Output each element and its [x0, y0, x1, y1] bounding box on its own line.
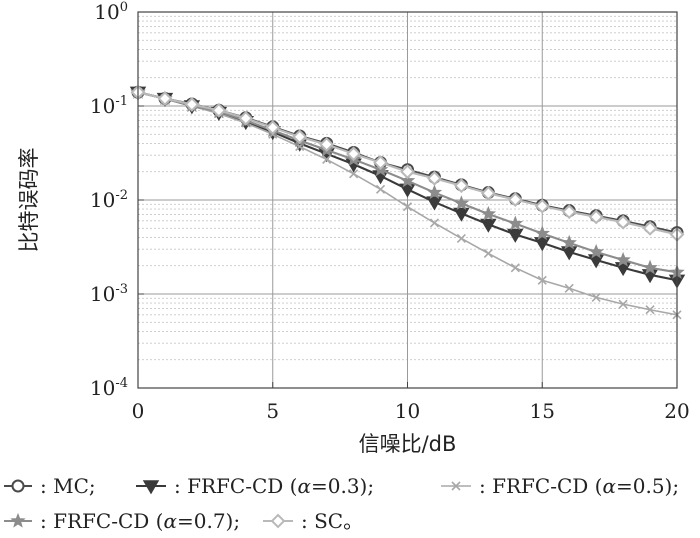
series-marker	[560, 246, 578, 261]
series-marker	[480, 205, 497, 221]
series-marker	[292, 129, 308, 145]
series-marker	[615, 214, 631, 230]
legend-item: : FRFC-CD (α=0.7);	[4, 509, 240, 533]
series-marker	[402, 202, 413, 212]
series-marker	[349, 169, 359, 179]
series-marker	[453, 195, 470, 210]
series-marker	[588, 243, 604, 259]
series-marker	[453, 207, 470, 222]
series-marker	[346, 146, 362, 162]
series-marker	[507, 215, 524, 231]
series-marker	[427, 170, 442, 186]
series-marker	[426, 196, 443, 211]
x-tick-label: 5	[266, 399, 279, 423]
series-marker	[265, 120, 281, 135]
series-marker	[645, 305, 655, 315]
series-marker	[322, 154, 332, 165]
series-marker	[588, 209, 604, 225]
y-tick-label: 10-2	[90, 188, 128, 212]
series-marker	[451, 481, 461, 491]
x-tick-label: 0	[132, 399, 145, 423]
series-marker	[480, 185, 496, 201]
y-tick-label: 10-1	[90, 94, 128, 118]
series-marker	[591, 292, 601, 302]
series-marker	[184, 96, 200, 112]
series-marker	[399, 183, 416, 198]
series-marker	[426, 184, 443, 200]
y-axis-label: 比特误码率	[17, 148, 41, 253]
y-tick-label: 10-3	[90, 282, 128, 306]
series-marker	[11, 479, 25, 493]
legend: : MC; : FRFC-CD (α=0.3); : FRFC-CD (α=0.5)…	[4, 474, 679, 533]
x-axis-label: 信噪比/dB	[359, 432, 457, 456]
series-marker	[375, 184, 386, 194]
series-marker	[564, 283, 574, 293]
x-tick-label: 20	[664, 399, 689, 423]
legend-item: : SC。	[263, 509, 363, 533]
legend-label: : FRFC-CD (α=0.7);	[40, 509, 240, 533]
y-tick-label: 10-4	[90, 376, 128, 400]
series-marker	[400, 164, 415, 180]
legend-label: : SC。	[301, 509, 363, 533]
series-marker	[507, 192, 523, 208]
series-marker	[561, 204, 577, 220]
series-marker	[211, 102, 227, 118]
x-tick-label: 10	[395, 399, 420, 423]
series-marker	[534, 198, 550, 214]
series-marker	[642, 220, 658, 236]
legend-label: : MC;	[40, 474, 96, 498]
series-marker	[615, 251, 631, 267]
series-marker	[399, 172, 416, 188]
series-marker	[157, 91, 173, 106]
series-marker	[453, 178, 469, 194]
legend-item: : FRFC-CD (α=0.3);	[136, 474, 374, 498]
series-marker	[270, 513, 286, 529]
legend-label: : FRFC-CD (α=0.5);	[479, 474, 679, 498]
series-marker	[561, 234, 577, 250]
y-tick-label: 100	[94, 0, 128, 24]
series-marker	[429, 218, 440, 228]
series-marker	[642, 259, 658, 275]
axes: 0 5 10 15 20 100 10-1 10-2 10-3 10-4 信噪比/dB 比特误码率	[17, 0, 690, 456]
legend-label: : FRFC-CD (α=0.3);	[174, 474, 374, 498]
series-marker	[507, 228, 524, 243]
series-marker	[510, 263, 520, 273]
series-marker	[483, 248, 493, 259]
series-marker	[537, 275, 547, 285]
series-marker	[480, 218, 497, 233]
series-marker	[373, 155, 388, 171]
series-marker	[319, 137, 335, 152]
series-marker	[10, 512, 26, 528]
legend-item: : FRFC-CD (α=0.5);	[441, 474, 679, 498]
x-tick-label: 15	[530, 399, 555, 423]
series-marker	[534, 225, 550, 241]
series-marker	[142, 480, 160, 495]
series-marker	[238, 110, 254, 126]
legend-item: : MC;	[4, 474, 96, 498]
series-marker	[618, 299, 628, 309]
series-marker	[534, 237, 551, 252]
series-marker	[456, 233, 466, 244]
